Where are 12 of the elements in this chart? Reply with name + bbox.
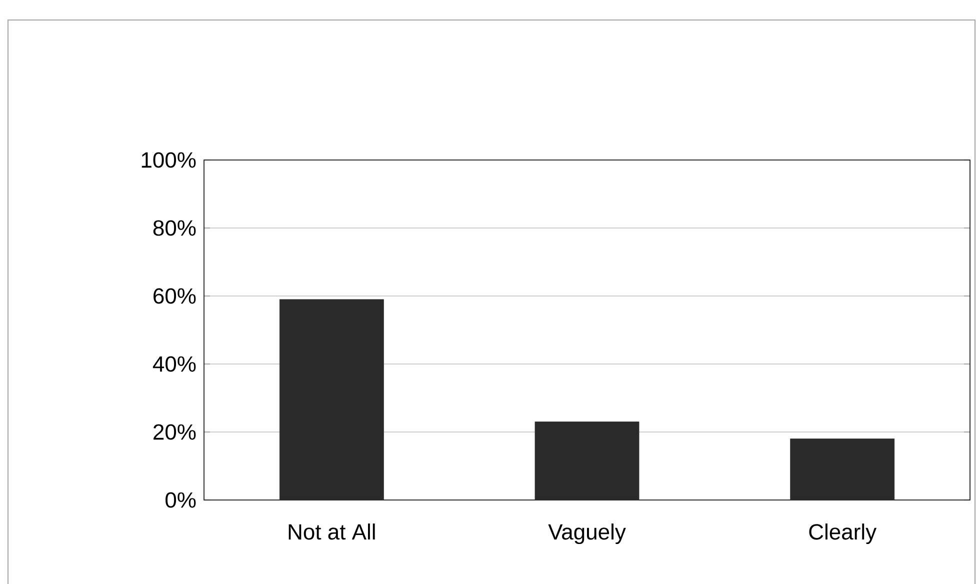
x-tick-label: Clearly bbox=[809, 524, 877, 544]
bar bbox=[790, 438, 895, 500]
y-tick-label: 20% bbox=[154, 424, 196, 440]
x-tick-label: Not at All bbox=[288, 524, 375, 540]
y-tick-label: 0% bbox=[166, 492, 196, 508]
y-tick-label: 60% bbox=[154, 288, 196, 304]
y-tick-label: 80% bbox=[153, 220, 196, 236]
y-tick-label: 40% bbox=[152, 356, 196, 372]
bar bbox=[279, 299, 384, 500]
y-tick-label: 100% bbox=[142, 152, 196, 168]
bar bbox=[534, 422, 640, 500]
x-tick-label: Vaguely bbox=[548, 524, 626, 544]
